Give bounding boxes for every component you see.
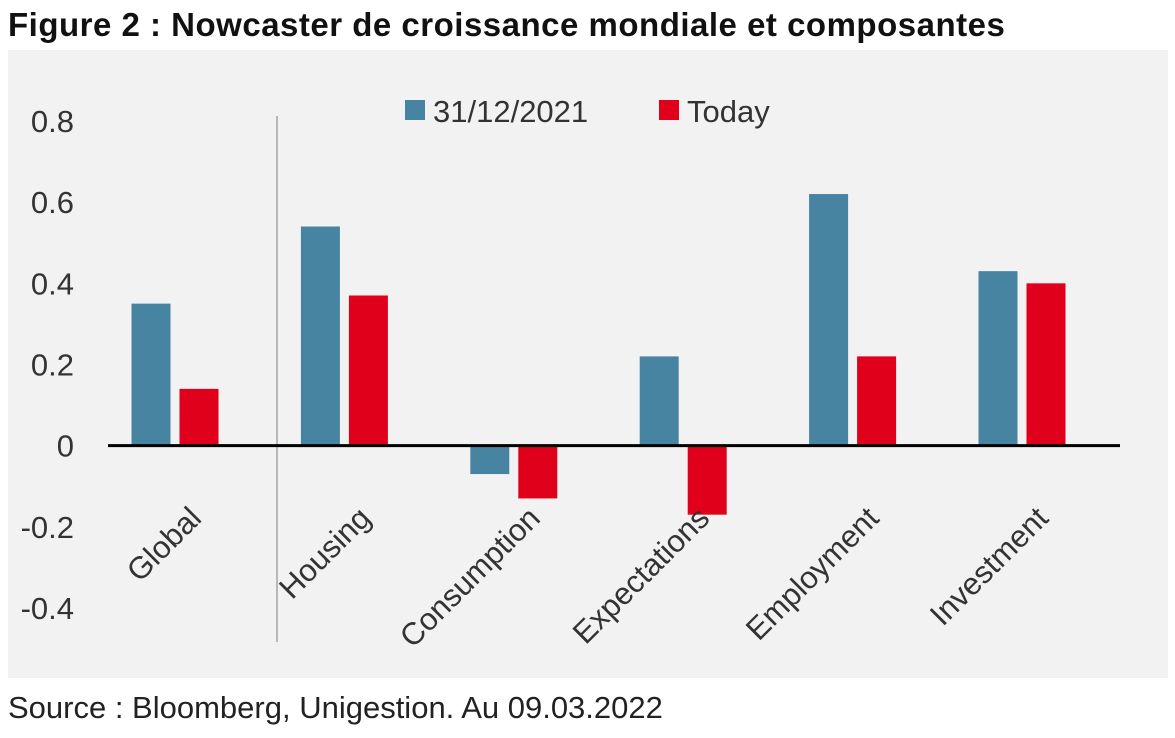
bar-series-2-global — [179, 388, 219, 446]
bar-chart: 0.80.60.40.20-0.2-0.4 Global Housing Consu… — [8, 50, 1168, 678]
bar-series-1-employment — [809, 194, 849, 446]
bar-series-1-housing — [300, 226, 340, 446]
bar-series-1-expectations — [639, 356, 679, 446]
y-tick-label: 0 — [57, 429, 74, 464]
bar-series-1-consumption — [470, 445, 510, 475]
bar-series-2-consumption — [518, 445, 558, 499]
bar-series-2-employment — [857, 356, 897, 446]
bar-series-2-housing — [348, 295, 388, 446]
bars — [131, 194, 1066, 515]
plot-background — [8, 50, 1168, 678]
y-tick-label: -0.2 — [21, 510, 74, 545]
bar-series-2-expectations — [687, 445, 727, 515]
y-tick-label: 0.8 — [31, 104, 74, 139]
legend: 31/12/2021 Today — [405, 94, 770, 129]
bar-series-2-investment — [1026, 283, 1066, 446]
source-note: Source : Bloomberg, Unigestion. Au 09.03… — [8, 690, 663, 725]
y-tick-label: 0.4 — [31, 266, 74, 301]
chart-area: 0.8 0.6 0.4 0.2 0 -0.2 -0.4 Global Housing Consu… — [8, 50, 1168, 678]
legend-label: Today — [687, 94, 770, 129]
chart-title: Figure 2 : Nowcaster de croissance mondi… — [8, 6, 1006, 43]
y-tick-label: 0.2 — [31, 348, 74, 383]
legend-swatch — [405, 100, 425, 120]
y-tick-label: 0.6 — [31, 185, 74, 220]
bar-series-1-global — [131, 303, 171, 446]
y-axis-ticks: 0.8 0.6 0.4 0.2 0 -0.2 -0.4 — [21, 104, 74, 626]
bar-series-1-investment — [978, 271, 1018, 446]
legend-swatch — [659, 100, 679, 120]
legend-label: 31/12/2021 — [433, 94, 588, 129]
y-tick-label: -0.4 — [21, 591, 74, 626]
